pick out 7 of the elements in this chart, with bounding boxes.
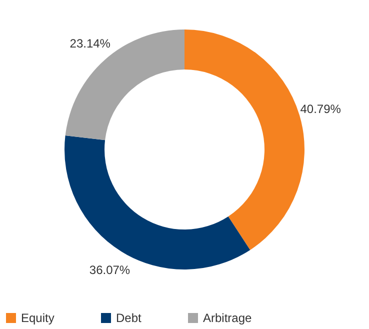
legend-label: Equity <box>21 311 54 325</box>
data-label: 36.07% <box>89 263 130 278</box>
donut-slice <box>65 30 184 140</box>
legend-label: Debt <box>116 311 142 325</box>
data-label: 40.79% <box>300 102 342 116</box>
data-label: 23.14% <box>70 36 111 50</box>
legend-label: Arbitrage <box>203 311 252 325</box>
